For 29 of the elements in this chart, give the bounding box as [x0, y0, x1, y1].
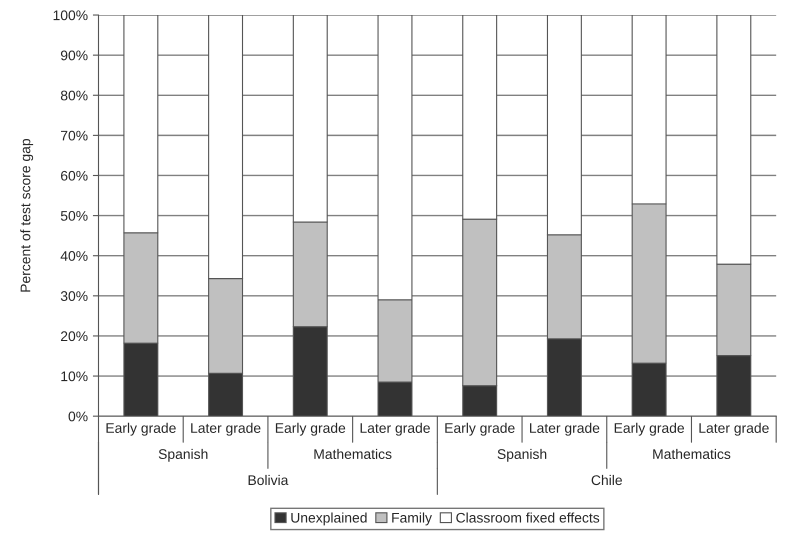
y-tick-label: 10%	[61, 371, 88, 382]
x-tick-label: Later grade	[191, 422, 260, 436]
legend-label: Classroom fixed effects	[456, 512, 600, 523]
y-tick-label: 90%	[60, 50, 88, 60]
text: Spanish	[158, 448, 208, 462]
y-tick-label: 100%	[54, 10, 88, 20]
x-tick-label: Later grade	[530, 422, 600, 436]
legend-label: Unexplained	[291, 512, 367, 526]
y-tick-label: 70%	[61, 130, 88, 141]
text: Mathematics	[314, 448, 392, 460]
y-tick-label: 80%	[60, 90, 88, 100]
x-tick-label: Early grade	[276, 422, 346, 436]
x-tick-label: Later grade	[360, 422, 430, 436]
x-tick-label: Later grade	[699, 422, 769, 436]
x-tick-label: Early grade	[106, 422, 176, 436]
y-tick-label: 30%	[60, 291, 88, 302]
y-axis-title: Percent of test score gap	[20, 138, 34, 292]
y-tick-label: 50%	[60, 210, 88, 221]
text: Mathematics	[653, 448, 730, 460]
y-tick-label: 40%	[60, 251, 88, 261]
legend-label: Family	[392, 512, 432, 526]
y-tick-label: 0%	[68, 412, 88, 422]
text: Spanish	[498, 448, 546, 462]
text: Chile	[592, 474, 622, 486]
y-tick-label: 20%	[60, 331, 88, 342]
x-tick-label: Early grade	[614, 422, 684, 436]
y-tick-label: 60%	[60, 170, 88, 181]
x-tick-label: Early grade	[445, 422, 515, 436]
text: Bolivia	[248, 474, 288, 486]
